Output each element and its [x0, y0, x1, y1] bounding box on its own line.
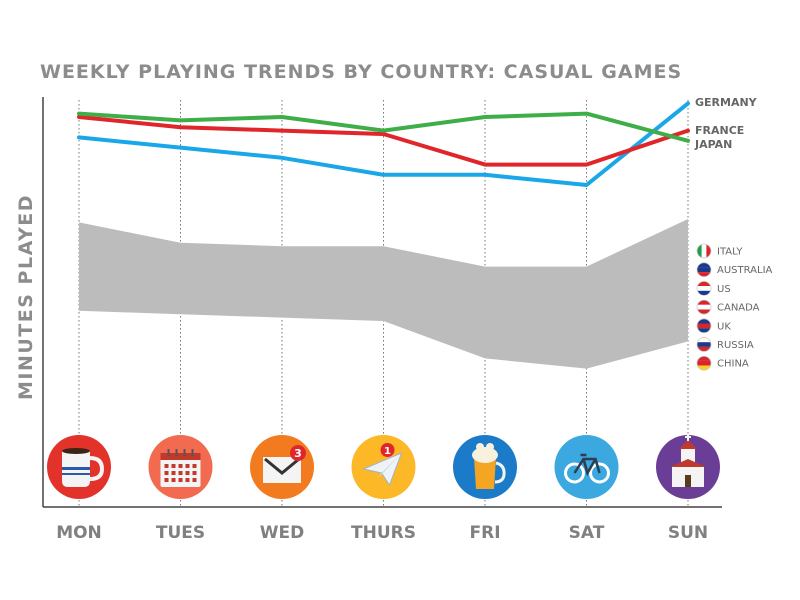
- x-tick-label-sat: SAT: [569, 523, 605, 543]
- legend-label: CANADA: [717, 303, 760, 314]
- flag-icon: [696, 262, 712, 278]
- x-tick-label-tues: TUES: [156, 523, 205, 543]
- series-lines: [77, 101, 690, 187]
- beer-mug-icon: [453, 435, 517, 499]
- legend-label: ITALY: [717, 247, 743, 258]
- series-line-japan: [77, 111, 690, 143]
- calendar-icon: [148, 435, 213, 499]
- flag-icon: [696, 355, 712, 371]
- y-axis-label: MINUTES PLAYED: [15, 194, 37, 400]
- series-label-france: FRANCE: [695, 124, 744, 137]
- legend-item-china: CHINA: [696, 355, 749, 371]
- series-label-japan: JAPAN: [694, 138, 732, 151]
- chart-title: WEEKLY PLAYING TRENDS BY COUNTRY: CASUAL…: [40, 61, 682, 83]
- legend-item-canada: CANADA: [696, 299, 760, 315]
- x-tick-label-thurs: THURS: [351, 523, 416, 543]
- axes: [42, 97, 722, 508]
- legend-label: CHINA: [717, 359, 749, 370]
- series-label-germany: GERMANY: [695, 96, 758, 109]
- svg-text:1: 1: [384, 446, 391, 457]
- legend-item-russia: RUSSIA: [696, 337, 754, 352]
- coffee-mug-icon: [47, 435, 111, 499]
- band-area: [79, 219, 688, 369]
- band-legend: ITALY AUSTRALIA US CANADA UK RUSSIA CHINA: [696, 243, 773, 371]
- church-icon: [656, 434, 720, 499]
- legend-item-italy: ITALY: [696, 243, 743, 259]
- legend-label: US: [717, 284, 731, 295]
- x-tick-label-wed: WED: [260, 523, 304, 543]
- bicycle-icon: [554, 435, 619, 499]
- legend-label: AUSTRALIA: [717, 265, 773, 276]
- legend-item-australia: AUSTRALIA: [696, 262, 773, 278]
- flag-icon: [696, 299, 712, 315]
- x-axis-labels: MON TUES WED THURS FRI SAT SUN: [56, 523, 708, 543]
- flag-icon: [696, 337, 712, 352]
- legend-label: RUSSIA: [717, 340, 754, 351]
- legend-item-us: US: [696, 280, 731, 296]
- legend-label: UK: [717, 321, 731, 332]
- flag-icon: [696, 243, 712, 259]
- legend-item-uk: UK: [696, 318, 731, 334]
- flag-icon: [696, 318, 712, 334]
- x-tick-label-mon: MON: [56, 523, 102, 543]
- series-line-germany: [77, 101, 690, 187]
- series-line-france: [77, 115, 690, 167]
- x-tick-label-sun: SUN: [668, 523, 708, 543]
- envelope-icon: 3: [250, 435, 314, 499]
- svg-text:3: 3: [294, 447, 302, 460]
- x-tick-label-fri: FRI: [469, 523, 500, 543]
- flag-icon: [696, 280, 712, 296]
- paper-plane-icon: 1: [351, 435, 416, 499]
